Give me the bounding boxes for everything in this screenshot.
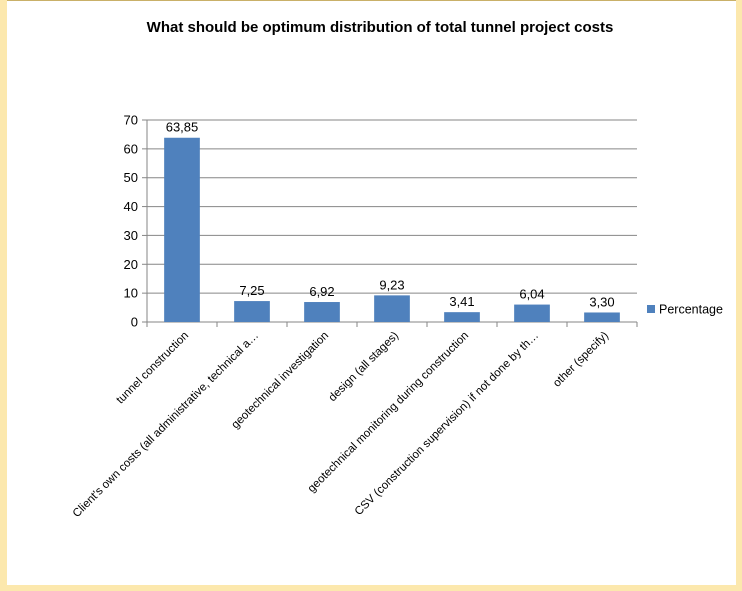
data-label: 6,04: [519, 287, 544, 302]
bar: [584, 312, 620, 322]
right-border-strip: [736, 0, 742, 591]
data-label: 3,30: [589, 294, 614, 309]
legend: Percentage: [647, 303, 723, 317]
left-border-strip: [0, 0, 7, 591]
y-tick-label: 70: [124, 113, 138, 128]
bars: [164, 137, 620, 322]
category-label: tunnel construction: [114, 330, 191, 407]
y-tick-label: 10: [124, 286, 138, 301]
axes: 0 10 20 30 40 50 60 70: [124, 113, 638, 330]
chart-title: What should be optimum distribution of t…: [147, 19, 614, 36]
data-labels: 63,85 7,25 6,92 9,23 3,41 6,04 3,30: [166, 120, 615, 310]
y-tick-label: 40: [124, 199, 138, 214]
bar: [514, 304, 550, 322]
data-label: 63,85: [166, 120, 199, 135]
y-tick-label: 0: [131, 315, 138, 330]
y-tick-label: 60: [124, 141, 138, 156]
y-tick-label: 30: [124, 228, 138, 243]
data-label: 6,92: [309, 284, 334, 299]
legend-swatch-percentage: [647, 305, 655, 313]
bar: [234, 301, 270, 322]
bar: [374, 295, 410, 322]
gridlines: [147, 119, 637, 294]
data-label: 9,23: [379, 277, 404, 292]
data-label: 7,25: [239, 283, 264, 298]
bar: [304, 302, 340, 322]
bar: [444, 312, 480, 322]
bar: [164, 137, 200, 322]
y-tick-label: 50: [124, 170, 138, 185]
category-label: other (specify): [551, 330, 611, 390]
bottom-border-strip: [0, 585, 742, 591]
y-tick-label: 20: [124, 257, 138, 272]
category-label: geotechnical monitoring during construct…: [306, 330, 471, 495]
data-label: 3,41: [449, 294, 474, 309]
category-label: design (all stages): [327, 330, 402, 405]
legend-label-percentage: Percentage: [659, 303, 723, 317]
